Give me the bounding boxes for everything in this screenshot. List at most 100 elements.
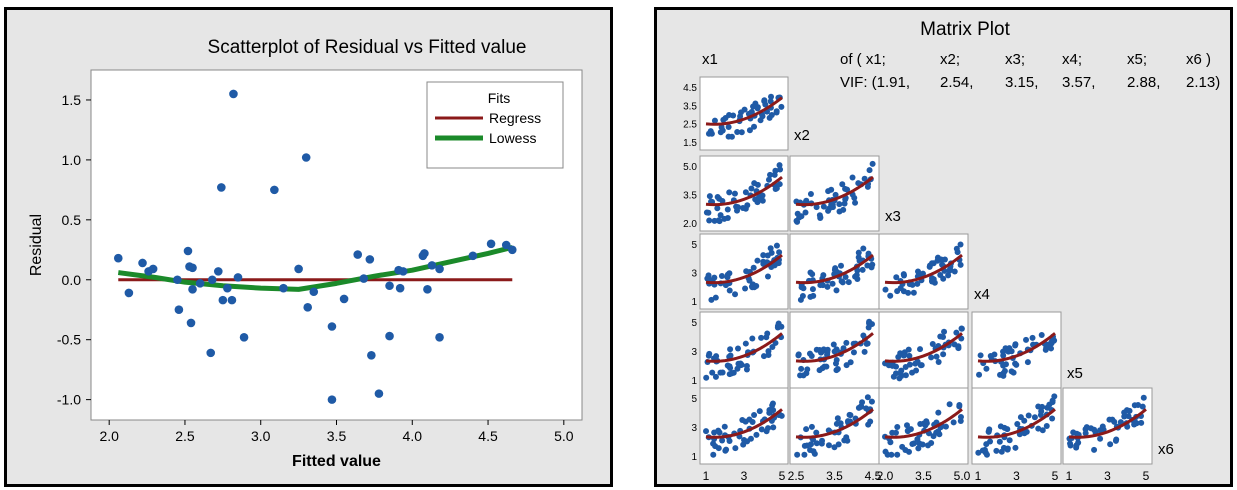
matrix-point <box>864 262 871 269</box>
matrix-point <box>1038 331 1045 338</box>
matrix-point <box>737 113 744 120</box>
matrix-point <box>1124 423 1131 430</box>
matrix-point <box>983 441 990 448</box>
x-tick-label: 2.5 <box>175 428 195 444</box>
matrix-point <box>979 447 986 454</box>
chart-title: Scatterplot of Residual vs Fitted value <box>208 37 527 58</box>
data-point <box>227 295 237 305</box>
matrix-point <box>915 445 922 452</box>
data-point <box>359 274 369 283</box>
matrix-point <box>813 429 820 436</box>
matrix-point <box>759 192 766 199</box>
matrix-point <box>998 448 1005 455</box>
matrix-point <box>770 424 777 431</box>
matrix-y-tick-label: 3 <box>691 423 697 434</box>
matrix-point <box>1121 409 1128 416</box>
matrix-point <box>757 117 764 124</box>
matrix-point <box>706 217 713 224</box>
data-point <box>486 239 496 249</box>
matrix-point <box>919 441 926 448</box>
matrix-point <box>1112 437 1119 444</box>
data-point <box>217 183 226 192</box>
matrix-point <box>819 437 826 444</box>
matrix-point <box>1126 407 1133 414</box>
matrix-point <box>953 245 960 252</box>
matrix-point <box>754 199 761 206</box>
matrix-point <box>950 419 957 426</box>
x-tick-label: 5.0 <box>554 428 574 444</box>
matrix-x-tick-label: 2.0 <box>877 469 894 483</box>
residual-scatterplot-panel: Scatterplot of Residual vs Fitted value 2… <box>4 7 613 487</box>
matrix-point <box>1082 430 1089 437</box>
matrix-point <box>714 205 721 212</box>
data-point <box>207 275 217 285</box>
data-point <box>385 281 394 291</box>
data-point <box>327 322 337 331</box>
matrix-point <box>766 406 773 413</box>
matrix-point <box>1012 444 1019 451</box>
data-point <box>435 264 444 274</box>
matrix-point <box>897 370 904 377</box>
data-point <box>303 303 313 312</box>
matrix-point <box>718 272 725 279</box>
data-point <box>309 287 319 297</box>
matrix-point <box>935 409 942 416</box>
matrix-point <box>835 441 842 448</box>
matrix-point <box>703 428 710 435</box>
data-point <box>365 255 375 264</box>
matrix-fit-curve <box>884 408 963 439</box>
matrix-y-tick-label: 5.0 <box>683 162 697 173</box>
matrix-point <box>1111 418 1118 425</box>
matrix-point <box>946 401 953 408</box>
data-point <box>206 348 216 358</box>
matrix-point <box>765 425 772 432</box>
matrix-x-tick-label: 1 <box>1066 469 1073 483</box>
matrix-point <box>730 112 737 119</box>
matrix-point <box>794 210 801 217</box>
y-tick-label: -1.0 <box>57 392 81 408</box>
matrix-point <box>794 218 801 225</box>
matrix-point <box>1125 413 1132 420</box>
matrix-point <box>946 267 953 274</box>
matrix-point <box>765 176 772 183</box>
matrix-point <box>734 365 741 372</box>
matrix-point <box>1004 426 1011 433</box>
matrix-point <box>710 451 717 458</box>
matrix-point <box>754 181 761 188</box>
matrix-point <box>1012 360 1019 367</box>
matrix-point <box>717 212 724 219</box>
x-tick-label: 4.0 <box>403 428 423 444</box>
matrix-point <box>1038 408 1045 415</box>
matrix-point <box>869 261 876 268</box>
matrix-point <box>1000 352 1007 359</box>
data-point <box>427 261 437 270</box>
vif-value: 2.13) <box>1186 74 1220 91</box>
vif-variable-label: x6 ) <box>1186 51 1211 68</box>
matrix-point <box>772 167 779 174</box>
matrix-point <box>882 448 889 455</box>
matrix-point <box>1024 359 1031 366</box>
matrix-plot-panel: Matrix Plot x1 of ( x1; x2; x3; x4; x5; x6 ) VIF… <box>654 7 1233 487</box>
matrix-point <box>731 190 738 197</box>
data-point <box>395 283 405 293</box>
matrix-point <box>831 444 838 451</box>
matrix-point <box>850 349 857 356</box>
y-axis-label: Residual <box>28 214 45 276</box>
matrix-point <box>864 394 871 401</box>
matrix-point <box>857 403 864 410</box>
matrix-point <box>744 438 751 445</box>
matrix-point <box>772 185 779 192</box>
matrix-fit-curve <box>795 408 874 439</box>
matrix-point <box>825 188 832 195</box>
matrix-point <box>799 293 806 300</box>
matrix-point <box>904 422 911 429</box>
matrix-point <box>831 348 838 355</box>
matrix-y-tick-label: 3 <box>691 269 697 280</box>
x-axis-label: Fitted value <box>292 453 381 470</box>
matrix-point <box>765 348 772 355</box>
matrix-point <box>746 416 753 423</box>
matrix-point <box>816 367 823 374</box>
matrix-point <box>810 448 817 455</box>
matrix-fit-curve <box>705 408 783 439</box>
matrix-point <box>924 442 931 449</box>
